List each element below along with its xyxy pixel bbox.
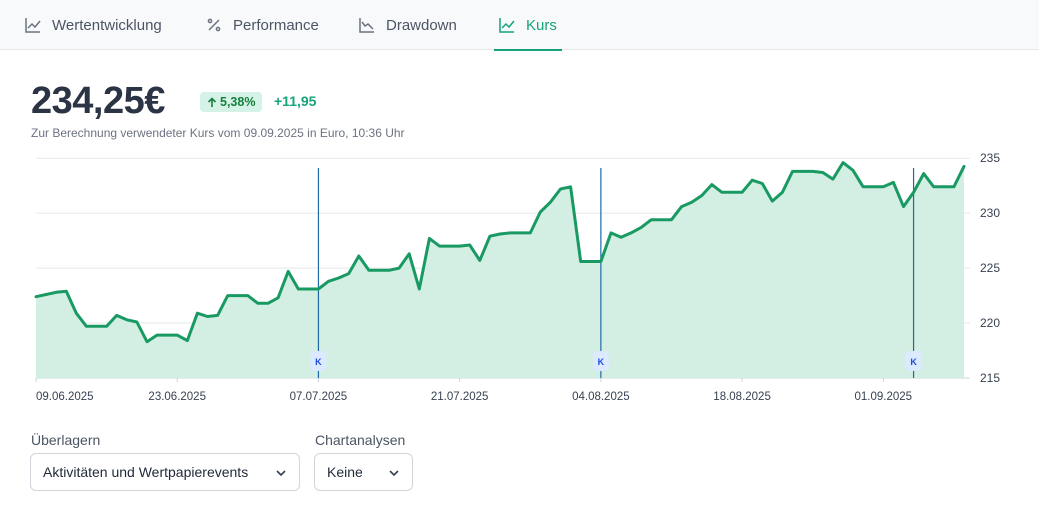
x-tick-label: 01.09.2025 bbox=[855, 391, 913, 403]
y-axis: 235 230 225 220 215 bbox=[980, 151, 1000, 385]
analysis-select[interactable]: Keine bbox=[314, 453, 413, 491]
tab-kurs[interactable]: Kurs bbox=[494, 0, 562, 51]
event-marker-label: K bbox=[910, 357, 917, 367]
tab-bar: Wertentwicklung Performance Drawdown Kur… bbox=[0, 0, 1039, 51]
tab-drawdown[interactable]: Drawdown bbox=[354, 0, 461, 50]
y-tick-label: 225 bbox=[980, 261, 1000, 275]
change-percent-badge: 5,38% bbox=[200, 92, 263, 112]
tab-label: Performance bbox=[233, 16, 319, 34]
x-tick-label: 07.07.2025 bbox=[290, 391, 348, 403]
chevron-down-icon bbox=[389, 470, 399, 477]
percent-icon bbox=[207, 18, 221, 32]
event-marker-label: K bbox=[598, 357, 605, 367]
drawdown-chart-icon bbox=[359, 18, 374, 33]
y-tick-label: 235 bbox=[980, 151, 1000, 165]
event-markers bbox=[317, 168, 915, 378]
event-marker-badge-bg bbox=[310, 351, 327, 371]
event-marker-badge-bg bbox=[592, 351, 609, 371]
x-tick-label: 04.08.2025 bbox=[572, 391, 630, 403]
overlay-select[interactable]: Aktivitäten und Wertpapierevents bbox=[30, 453, 300, 491]
y-tick-label: 215 bbox=[980, 371, 1000, 385]
series-line bbox=[34, 161, 966, 344]
tab-performance[interactable]: Performance bbox=[201, 0, 323, 50]
overlay-select-value: Aktivitäten und Wertpapierevents bbox=[43, 464, 249, 480]
chevron-down-icon bbox=[276, 470, 286, 477]
event-marker-label: K bbox=[315, 357, 322, 367]
x-tick-label: 18.08.2025 bbox=[713, 391, 771, 403]
change-absolute: +11,95 bbox=[274, 93, 317, 109]
event-marker-badge: K bbox=[905, 351, 922, 371]
analysis-select-value: Keine bbox=[327, 464, 363, 480]
event-marker-badge: K bbox=[310, 351, 327, 371]
price-caption: Zur Berechnung verwendeter Kurs vom 09.0… bbox=[31, 126, 405, 140]
y-tick-label: 230 bbox=[980, 206, 1000, 220]
x-tick-label: 23.06.2025 bbox=[148, 391, 206, 403]
tab-label: Wertentwicklung bbox=[52, 16, 162, 34]
price-chart[interactable]: K K K 235 230 225 220 215 09.06.2025 23.06.2025… bbox=[0, 150, 1039, 410]
line-chart-icon bbox=[499, 18, 515, 33]
x-axis: 09.06.2025 23.06.2025 07.07.2025 21.07.2025… bbox=[35, 378, 913, 403]
line-chart-icon bbox=[25, 18, 41, 33]
series-area bbox=[36, 162, 964, 378]
current-price: 234,25€ bbox=[31, 80, 165, 122]
event-marker-badge: K bbox=[592, 351, 609, 371]
event-marker-badge-bg bbox=[905, 351, 922, 371]
tab-wertentwicklung[interactable]: Wertentwicklung bbox=[20, 0, 166, 50]
change-percent-value: 5,38% bbox=[220, 95, 256, 109]
tab-label: Drawdown bbox=[386, 16, 457, 34]
y-tick-label: 220 bbox=[980, 316, 1000, 330]
tab-label: Kurs bbox=[526, 16, 557, 34]
overlay-label: Überlagern bbox=[31, 432, 101, 448]
x-tick-label: 21.07.2025 bbox=[431, 391, 489, 403]
x-tick-label: 09.06.2025 bbox=[36, 391, 94, 403]
analysis-label: Chartanalysen bbox=[315, 432, 406, 448]
arrow-up-icon bbox=[207, 96, 217, 107]
